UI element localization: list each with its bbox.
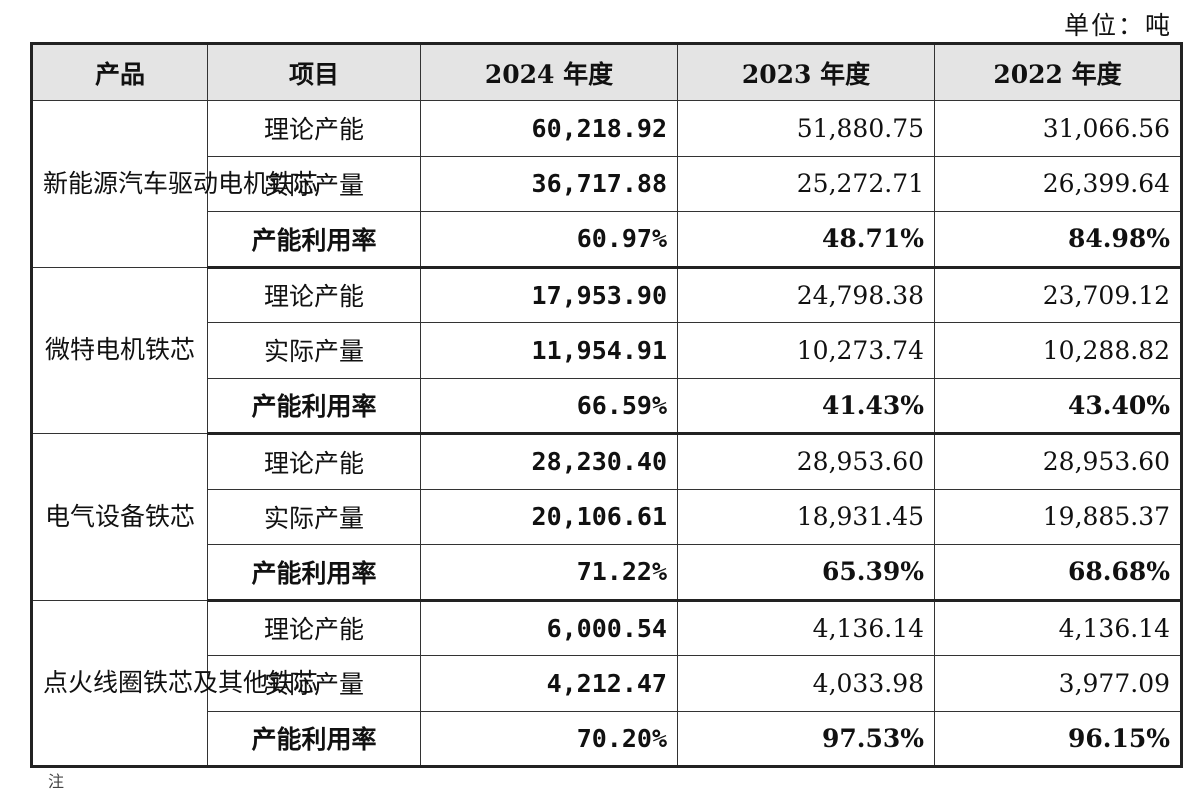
value-2024: 17,953.90: [420, 266, 678, 323]
header-2022: 2022 年度: [934, 43, 1182, 101]
value-2024: 28,230.40: [420, 433, 678, 490]
footnote: 注: [48, 772, 65, 791]
value-2023: 24,798.38: [677, 266, 935, 323]
item-cell: 实际产量: [207, 155, 421, 212]
value-2023: 48.71%: [677, 211, 935, 269]
value-2024: 11,954.91: [420, 322, 678, 379]
value-2023: 51,880.75: [677, 100, 935, 157]
header-2024: 2024 年度: [420, 43, 678, 101]
unit-label: 单位：吨: [1063, 11, 1172, 40]
table-row: 电气设备铁芯 理论产能 28,230.40 28,953.60 28,953.6…: [31, 433, 1182, 601]
item-cell: 理论产能: [207, 433, 421, 490]
item-cell: 实际产量: [207, 655, 421, 712]
table-row: 实际产量 11,954.91 10,273.74 10,288.82: [32, 322, 1182, 379]
table-row: 新能源汽车驱动电机铁芯 理论产能 60,218.92 51,880.75 31,…: [31, 100, 1182, 268]
value-2024: 60.97%: [420, 211, 678, 269]
table-row: 产能利用率 70.20% 97.53% 96.15%: [32, 710, 1182, 767]
table-row: 微特电机铁芯 理论产能 17,953.90 24,798.38 23,709.1…: [31, 266, 1182, 434]
value-2024: 71.22%: [420, 544, 678, 602]
value-2022: 84.98%: [934, 211, 1182, 269]
value-2024: 4,212.47: [420, 655, 678, 712]
capacity-table: 产品 项目 2024 年度 2023 年度 2022 年度 新能源汽车驱动电机铁…: [30, 42, 1183, 768]
value-2022: 68.68%: [934, 544, 1182, 602]
value-2023: 10,273.74: [677, 322, 935, 379]
product-cell: 点火线圈铁芯及其他铁芯: [31, 599, 318, 767]
table-row: 产能利用率 66.59% 41.43% 43.40%: [32, 377, 1182, 435]
value-2023: 25,272.71: [677, 155, 935, 212]
value-2022: 19,885.37: [934, 488, 1182, 545]
value-2023: 65.39%: [677, 544, 935, 602]
item-cell: 产能利用率: [207, 377, 421, 435]
value-2022: 43.40%: [934, 377, 1182, 435]
product-cell: 微特电机铁芯: [31, 266, 208, 434]
item-cell: 产能利用率: [207, 710, 421, 767]
value-2022: 28,953.60: [934, 433, 1182, 490]
value-2023: 4,033.98: [677, 655, 935, 712]
value-2024: 66.59%: [420, 377, 678, 435]
header-row: 产品 项目 2024 年度 2023 年度 2022 年度: [31, 43, 1182, 101]
value-2022: 96.15%: [934, 710, 1182, 767]
value-2024: 36,717.88: [420, 155, 678, 212]
value-2024: 60,218.92: [420, 100, 678, 157]
value-2022: 3,977.09: [934, 655, 1182, 712]
product-cell: 新能源汽车驱动电机铁芯: [31, 100, 318, 268]
header-item: 项目: [207, 43, 421, 101]
value-2024: 70.20%: [420, 710, 678, 767]
value-2022: 31,066.56: [934, 100, 1182, 157]
table-row: 产能利用率 60.97% 48.71% 84.98%: [32, 211, 1182, 269]
value-2023: 4,136.14: [677, 599, 935, 656]
value-2022: 26,399.64: [934, 155, 1182, 212]
table-row: 点火线圈铁芯及其他铁芯 理论产能 6,000.54 4,136.14 4,136…: [31, 599, 1182, 767]
item-cell: 产能利用率: [207, 544, 421, 602]
table-row: 实际产量 4,212.47 4,033.98 3,977.09: [32, 655, 1182, 712]
value-2023: 18,931.45: [677, 488, 935, 545]
header-product: 产品: [31, 43, 208, 101]
table-row: 实际产量 20,106.61 18,931.45 19,885.37: [32, 488, 1182, 545]
item-cell: 实际产量: [207, 322, 421, 379]
item-cell: 产能利用率: [207, 211, 421, 269]
value-2023: 28,953.60: [677, 433, 935, 490]
table-row: 产能利用率 71.22% 65.39% 68.68%: [32, 544, 1182, 602]
product-cell: 电气设备铁芯: [31, 433, 208, 601]
value-2024: 6,000.54: [420, 599, 678, 656]
value-2023: 97.53%: [677, 710, 935, 767]
value-2022: 4,136.14: [934, 599, 1182, 656]
item-cell: 实际产量: [207, 488, 421, 545]
value-2024: 20,106.61: [420, 488, 678, 545]
value-2022: 23,709.12: [934, 266, 1182, 323]
value-2023: 41.43%: [677, 377, 935, 435]
item-cell: 理论产能: [207, 599, 421, 656]
item-cell: 理论产能: [207, 100, 421, 157]
item-cell: 理论产能: [207, 266, 421, 323]
value-2022: 10,288.82: [934, 322, 1182, 379]
header-2023: 2023 年度: [677, 43, 935, 101]
